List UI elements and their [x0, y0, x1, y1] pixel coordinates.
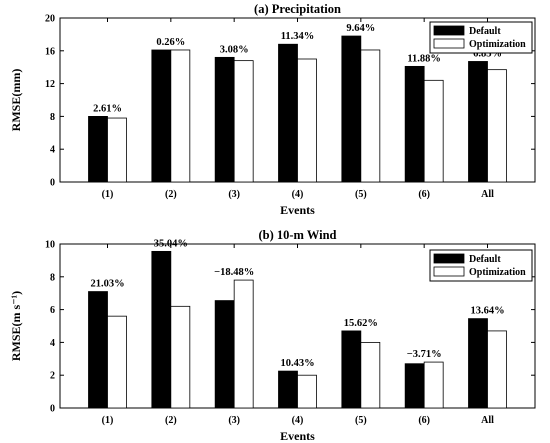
bar-default: [341, 330, 362, 409]
x-tick-label: All: [481, 189, 494, 200]
y-tick-label: 2: [50, 371, 55, 382]
bar-default: [151, 250, 172, 409]
bar-default: [214, 56, 235, 183]
data-label: 0.26%: [156, 37, 185, 48]
bar-optimization: [107, 315, 127, 409]
y-axis-title: RMSE(mm): [9, 69, 23, 132]
x-tick-label: (5): [355, 415, 367, 426]
data-label: 6.83%: [473, 48, 502, 59]
bar-default: [278, 370, 298, 409]
legend: Default Optimization: [429, 21, 533, 54]
y-tick-label: 4: [50, 145, 55, 156]
bar-optimization: [297, 58, 317, 183]
data-label: 11.88%: [407, 53, 441, 64]
y-tick-label: 0: [50, 178, 55, 189]
chart-panel-1: (a) Precipitation 0 4 8 12 16 20 RMSE(mm) Events…: [9, 2, 536, 217]
x-tick-label: (6): [418, 189, 430, 200]
y-axis-title: RMSE(m s⁻¹): [9, 291, 23, 361]
bar-default: [151, 49, 172, 183]
data-label: 11.34%: [281, 31, 315, 42]
bar-optimization: [107, 117, 127, 183]
y-tick-label: 4: [50, 338, 55, 349]
legend-label-optimization: Optimization: [469, 267, 526, 278]
x-tick-label: (2): [165, 415, 177, 426]
y-tick-label: 20: [45, 14, 55, 25]
bar-optimization: [423, 361, 444, 409]
y-tick-label: 8: [50, 272, 55, 283]
bar-default: [341, 35, 362, 183]
chart-title: (a) Precipitation: [254, 2, 341, 16]
data-label: 35.04%: [154, 238, 188, 249]
data-label: 2.61%: [93, 103, 122, 114]
bar-default: [468, 318, 488, 409]
legend-label-optimization: Optimization: [469, 39, 526, 50]
chart-title: (b) 10-m Wind: [258, 228, 336, 242]
bar-optimization: [360, 341, 381, 409]
data-label: 3.08%: [220, 44, 249, 55]
bar-default: [404, 363, 425, 409]
legend-label-default: Default: [469, 26, 501, 37]
x-tick-label: (3): [228, 415, 240, 426]
data-label: 9.64%: [346, 23, 375, 34]
bar-optimization: [487, 69, 507, 183]
legend-swatch-default: [433, 253, 465, 264]
bar-optimization: [170, 49, 191, 183]
bar-optimization: [233, 60, 254, 183]
legend: Default Optimization: [429, 249, 533, 282]
x-axis-title: Events: [280, 203, 315, 217]
bar-optimization: [170, 305, 191, 409]
x-tick-label: (2): [165, 189, 177, 200]
data-label: 21.03%: [90, 279, 124, 290]
x-tick-label: (4): [292, 189, 304, 200]
bar-default: [214, 300, 235, 409]
data-label: −18.48%: [214, 267, 254, 278]
data-label: 10.43%: [280, 358, 314, 369]
bar-optimization: [360, 49, 381, 183]
bar-default: [88, 116, 108, 183]
y-tick-label: 0: [50, 404, 55, 415]
legend-label-default: Default: [469, 254, 501, 265]
x-tick-label: (5): [355, 189, 367, 200]
x-tick-label: All: [481, 415, 494, 426]
bar-default: [468, 61, 488, 183]
x-tick-label: (1): [102, 415, 114, 426]
bar-default: [278, 43, 298, 183]
y-tick-label: 16: [45, 46, 55, 57]
bar-optimization: [297, 374, 317, 409]
data-label: −3.71%: [407, 349, 442, 360]
bar-default: [88, 291, 108, 409]
data-label: 15.62%: [344, 318, 378, 329]
bar-optimization: [423, 79, 444, 183]
legend-swatch-optimization: [433, 266, 465, 277]
x-tick-label: (4): [292, 415, 304, 426]
legend-swatch-default: [433, 25, 465, 36]
bar-default: [404, 65, 425, 183]
bar-optimization: [487, 330, 507, 409]
y-tick-label: 10: [45, 240, 55, 251]
data-label: 13.64%: [470, 306, 504, 317]
bar-optimization: [233, 279, 254, 409]
x-tick-label: (3): [228, 189, 240, 200]
y-tick-label: 8: [50, 112, 55, 123]
chart-panel-2: (b) 10-m Wind 0 2 4 6 8 10 RMSE(m s⁻¹) Events (1)…: [9, 228, 536, 443]
x-tick-label: (6): [418, 415, 430, 426]
legend-swatch-optimization: [433, 38, 465, 49]
x-tick-label: (1): [102, 189, 114, 200]
x-axis-title: Events: [280, 429, 315, 443]
y-tick-label: 12: [45, 79, 55, 90]
y-tick-label: 6: [50, 305, 55, 316]
